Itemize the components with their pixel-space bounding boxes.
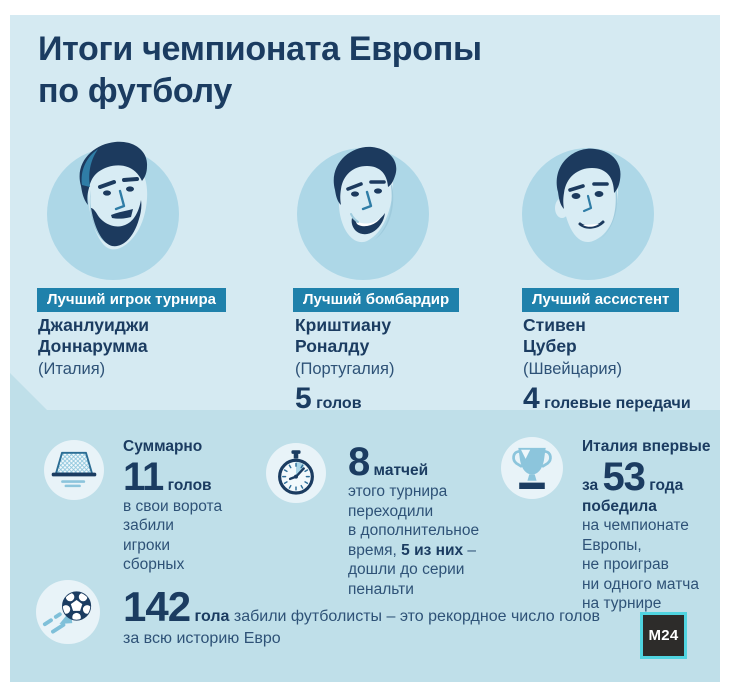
player-face-illustration-icon <box>522 148 654 280</box>
page-title: Итоги чемпионата Европы по футболу <box>38 30 482 111</box>
m24-logo-text: М24 <box>648 627 679 644</box>
player-face-illustration-icon <box>47 141 179 280</box>
player-stat-label: голов <box>311 395 362 413</box>
stat-number-label: матчей <box>369 462 429 479</box>
stat-number-label: гола <box>190 608 230 625</box>
award-badge-best-assistant: Лучший ассистент <box>522 288 680 312</box>
stat-total-goals: 142 гола забили футболисты – это рекордн… <box>123 586 643 650</box>
stat-body: – дошли до серии пенальти <box>348 541 477 598</box>
stopwatch-icon <box>278 450 314 495</box>
player-stat-number: 5 <box>295 382 312 416</box>
stat-lead: Суммарно <box>123 438 203 455</box>
stat-icon-circle <box>501 437 563 499</box>
stat-number: 8 <box>348 440 370 484</box>
stat-body: забили футболисты – это рекордное число … <box>123 608 601 647</box>
stat-extra-time: 8 матчей этого турнира переходили в допо… <box>348 442 543 599</box>
stat-lead: Италия впервые <box>582 438 711 455</box>
stat-italy-win: Италия впервые за 53 года победила на че… <box>582 437 727 614</box>
player-country: (Португалия) <box>295 360 395 379</box>
stat-number-label: голов <box>163 476 212 494</box>
player-portrait-ronaldo <box>295 128 431 280</box>
player-stat-number: 4 <box>523 382 540 416</box>
player-stat-label: голевые передачи <box>539 395 691 413</box>
player-info-zuber: Стивен Цубер (Швейцария) 4 голевые перед… <box>523 315 691 414</box>
stat-number: 11 <box>123 454 164 499</box>
player-stat: 5 голов <box>295 384 394 414</box>
stat-number: 142 <box>123 583 191 630</box>
stat-body: на чемпионате Европы, не проиграв ни одн… <box>582 517 699 612</box>
football-icon <box>42 591 92 634</box>
stat-own-goals: Суммарно 11 голов в свои ворота забили и… <box>123 437 288 575</box>
stat-bold-part: 5 из них <box>401 541 464 559</box>
stat-icon-circle <box>266 443 326 503</box>
player-portrait-donnarumma <box>45 128 181 280</box>
player-name: Криштиану Роналду <box>295 315 392 356</box>
stat-body: в свои ворота забили игроки сборных <box>123 497 223 573</box>
player-info-donnarumma: Джанлуиджи Доннарумма (Италия) <box>38 315 149 379</box>
player-face-illustration-icon <box>297 146 429 280</box>
goal-net-icon <box>51 451 97 488</box>
stat-number: 53 <box>602 454 645 499</box>
player-name: Стивен Цубер <box>523 315 586 356</box>
stat-icon-circle <box>36 580 100 644</box>
m24-logo: М24 <box>640 612 687 659</box>
award-badge-best-player: Лучший игрок турнира <box>37 288 226 312</box>
trophy-icon <box>512 447 552 489</box>
stats-panel-background <box>10 373 720 682</box>
stat-number-prefix: за <box>582 476 603 494</box>
player-info-ronaldo: Криштиану Роналду (Португалия) 5 голов <box>295 315 394 414</box>
player-country: (Швейцария) <box>523 360 623 379</box>
stat-icon-circle <box>44 440 104 500</box>
player-portrait-zuber <box>520 128 656 280</box>
stat-body: этого турнира переходили в дополнительно… <box>348 483 480 559</box>
stat-bold-line: победила <box>582 497 657 515</box>
award-badge-top-scorer: Лучший бомбардир <box>293 288 460 312</box>
player-country: (Италия) <box>38 360 106 379</box>
player-name: Джанлуиджи Доннарумма <box>38 315 150 356</box>
stat-number-suffix: года <box>644 476 684 494</box>
player-stat: 4 голевые передачи <box>523 384 691 414</box>
